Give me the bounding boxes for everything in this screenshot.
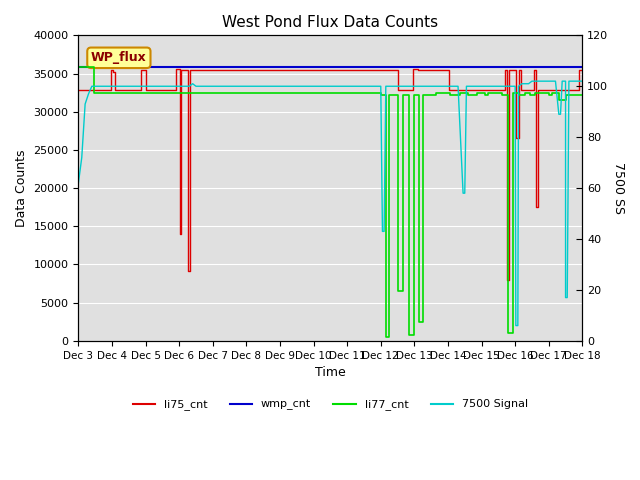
Legend: li75_cnt, wmp_cnt, li77_cnt, 7500 Signal: li75_cnt, wmp_cnt, li77_cnt, 7500 Signal (129, 395, 532, 415)
Title: West Pond Flux Data Counts: West Pond Flux Data Counts (222, 15, 438, 30)
Y-axis label: Data Counts: Data Counts (15, 149, 28, 227)
X-axis label: Time: Time (315, 366, 346, 379)
Text: WP_flux: WP_flux (91, 51, 147, 64)
Y-axis label: 7500 SS: 7500 SS (612, 162, 625, 214)
